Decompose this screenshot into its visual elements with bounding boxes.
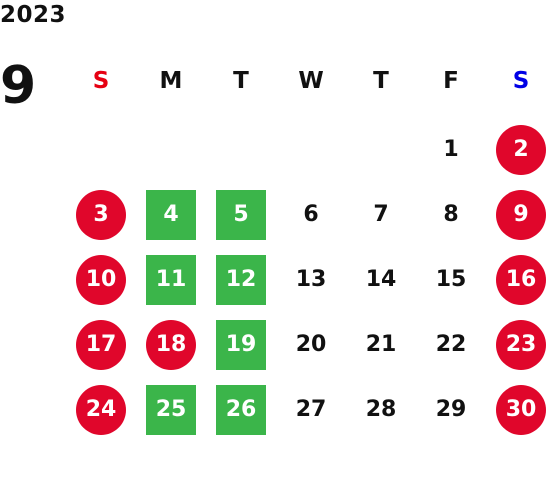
- calendar-day-18[interactable]: 18: [146, 320, 196, 370]
- calendar-day-7[interactable]: 7: [373, 202, 389, 227]
- calendar-day-16[interactable]: 16: [496, 255, 546, 305]
- calendar-day-19[interactable]: 19: [216, 320, 266, 370]
- calendar-day-2[interactable]: 2: [496, 125, 546, 175]
- calendar-day-30[interactable]: 30: [496, 385, 546, 435]
- calendar-day-29[interactable]: 29: [435, 397, 467, 422]
- calendar-day-1[interactable]: 1: [443, 137, 459, 162]
- calendar-day-6[interactable]: 6: [303, 202, 319, 227]
- calendar-day-11[interactable]: 11: [146, 255, 196, 305]
- calendar-day-14[interactable]: 14: [365, 267, 397, 292]
- calendar-day-12[interactable]: 12: [216, 255, 266, 305]
- calendar-day-22[interactable]: 22: [435, 332, 467, 357]
- weekday-label: W: [298, 68, 324, 94]
- calendar-day-23[interactable]: 23: [496, 320, 546, 370]
- calendar-day-27[interactable]: 27: [295, 397, 327, 422]
- month-number: 9: [0, 56, 37, 116]
- calendar-day-28[interactable]: 28: [365, 397, 397, 422]
- calendar-day-10[interactable]: 10: [76, 255, 126, 305]
- calendar-day-26[interactable]: 26: [216, 385, 266, 435]
- calendar-day-24[interactable]: 24: [76, 385, 126, 435]
- calendar-day-9[interactable]: 9: [496, 190, 546, 240]
- calendar-day-17[interactable]: 17: [76, 320, 126, 370]
- year-label: 2023: [0, 2, 67, 28]
- calendar-day-4[interactable]: 4: [146, 190, 196, 240]
- calendar-day-13[interactable]: 13: [295, 267, 327, 292]
- calendar-day-21[interactable]: 21: [365, 332, 397, 357]
- calendar-day-15[interactable]: 15: [435, 267, 467, 292]
- calendar-day-3[interactable]: 3: [76, 190, 126, 240]
- weekday-label: S: [92, 68, 110, 94]
- calendar-day-5[interactable]: 5: [216, 190, 266, 240]
- weekday-label: F: [443, 68, 459, 94]
- calendar-day-8[interactable]: 8: [443, 202, 459, 227]
- weekday-label: S: [512, 68, 530, 94]
- weekday-label: M: [159, 68, 183, 94]
- weekday-label: T: [233, 68, 249, 94]
- calendar-day-20[interactable]: 20: [295, 332, 327, 357]
- calendar-day-25[interactable]: 25: [146, 385, 196, 435]
- weekday-label: T: [373, 68, 389, 94]
